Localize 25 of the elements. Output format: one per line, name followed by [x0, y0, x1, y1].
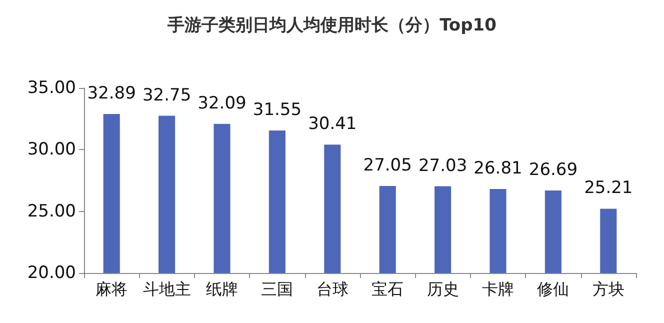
chart-title: 手游子类别日均人均使用时长（分）Top10 — [166, 16, 497, 36]
data-label: 32.75 — [142, 85, 192, 106]
x-tick-label: 斗地主 — [142, 280, 191, 298]
data-label: 27.03 — [418, 156, 468, 176]
x-tick-label: 修仙 — [537, 280, 570, 298]
y-tick-label: 35.00 — [27, 78, 76, 98]
data-label: 30.41 — [308, 114, 357, 134]
data-label: 25.21 — [584, 178, 633, 198]
data-label: 32.89 — [87, 84, 136, 104]
y-tick-label: 25.00 — [27, 201, 76, 222]
x-tick-label: 方块 — [592, 280, 624, 298]
y-tick-label: 30.00 — [27, 140, 76, 160]
x-tick-label: 三国 — [261, 280, 294, 298]
data-label: 31.55 — [252, 100, 302, 120]
data-label: 26.81 — [474, 158, 522, 179]
data-label: 27.05 — [363, 156, 412, 176]
x-tick-label: 卡牌 — [482, 280, 514, 298]
x-tick-label: 宝石 — [372, 280, 404, 298]
y-tick-label: 20.00 — [27, 263, 76, 283]
x-tick-label: 麻将 — [96, 280, 128, 298]
data-label: 32.09 — [198, 93, 246, 114]
x-tick-label: 历史 — [426, 280, 459, 298]
x-tick-label: 纸牌 — [206, 280, 238, 298]
data-label: 26.69 — [528, 160, 578, 180]
x-tick-label: 台球 — [316, 280, 348, 298]
